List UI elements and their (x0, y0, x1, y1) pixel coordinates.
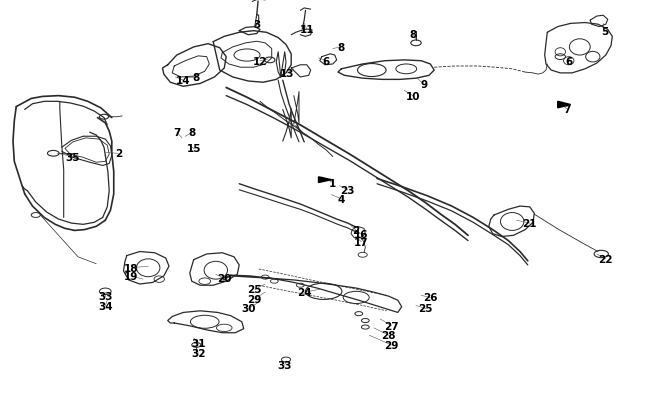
Text: 2: 2 (352, 226, 360, 236)
Text: 2: 2 (114, 149, 122, 159)
Text: 5: 5 (601, 28, 608, 37)
Text: 8: 8 (337, 43, 344, 53)
Text: 33: 33 (98, 292, 112, 301)
Text: 28: 28 (382, 330, 396, 340)
Text: 8: 8 (409, 30, 417, 39)
Text: 11: 11 (300, 26, 314, 35)
Text: 27: 27 (384, 321, 398, 331)
Text: 7: 7 (563, 104, 571, 114)
Text: 17: 17 (354, 237, 369, 247)
Text: 1: 1 (329, 178, 337, 188)
Text: 14: 14 (176, 76, 190, 86)
Text: 16: 16 (354, 229, 369, 239)
Text: 19: 19 (124, 271, 138, 281)
Text: 10: 10 (406, 92, 420, 101)
Text: 9: 9 (421, 80, 427, 90)
Text: 25: 25 (419, 304, 433, 313)
Text: 22: 22 (599, 254, 613, 264)
Text: 29: 29 (248, 294, 262, 304)
Text: 6: 6 (322, 57, 330, 66)
Text: 8: 8 (188, 128, 196, 138)
Text: 3: 3 (253, 20, 261, 30)
Text: 32: 32 (191, 348, 205, 358)
Text: 12: 12 (253, 57, 267, 66)
Polygon shape (318, 177, 332, 183)
Text: 7: 7 (173, 128, 181, 138)
Text: 24: 24 (297, 288, 311, 297)
Text: 25: 25 (248, 285, 262, 294)
Text: 33: 33 (278, 360, 292, 370)
Text: 20: 20 (217, 274, 231, 284)
Text: 26: 26 (423, 293, 437, 303)
Text: 35: 35 (66, 152, 80, 162)
Text: 13: 13 (280, 69, 294, 79)
Text: 31: 31 (191, 339, 205, 348)
Text: 4: 4 (337, 194, 345, 204)
Text: 21: 21 (523, 219, 537, 228)
Text: 30: 30 (241, 304, 255, 313)
Text: 15: 15 (187, 144, 201, 154)
Text: 6: 6 (565, 57, 573, 66)
Text: 8: 8 (192, 73, 200, 83)
Text: 34: 34 (98, 301, 112, 311)
Text: 18: 18 (124, 263, 138, 273)
Text: 23: 23 (341, 185, 355, 195)
Polygon shape (558, 102, 571, 109)
Text: 29: 29 (384, 340, 398, 350)
